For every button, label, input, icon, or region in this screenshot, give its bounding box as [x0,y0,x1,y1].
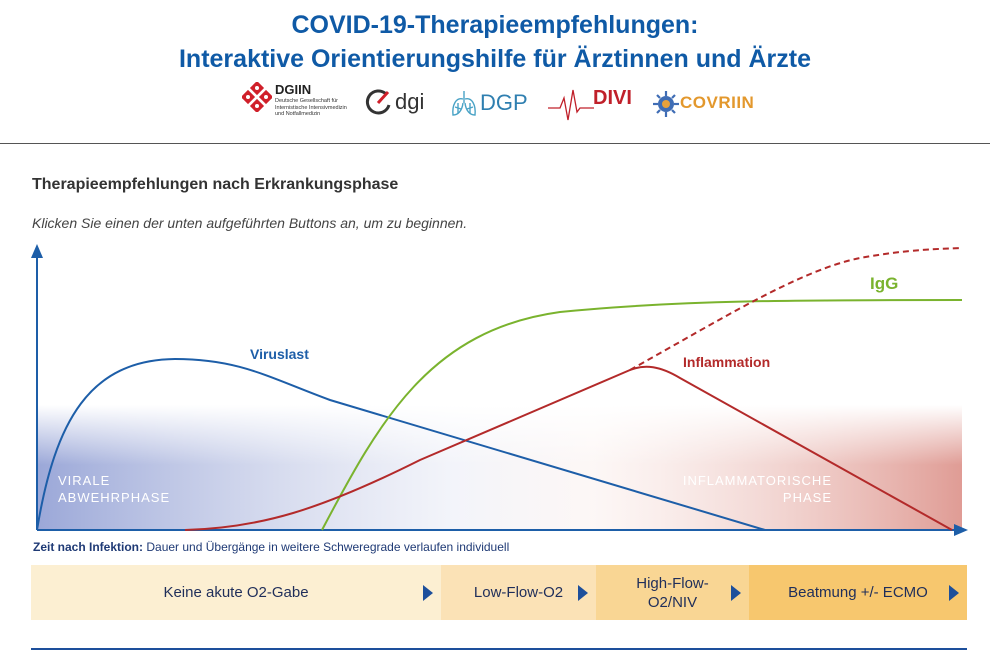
covriin-logo: COVRIIN [652,82,772,128]
virus-icon [653,91,679,117]
chevron-right-icon [423,585,433,601]
dgp-logo: DGP [450,82,545,128]
phase-button-no-o2[interactable]: Keine akute O2-Gabe [31,565,441,620]
dgp-logo-text: DGP [480,90,528,115]
phase-button-low-flow[interactable]: Low-Flow-O2 [441,565,596,620]
y-axis-arrow [31,244,43,258]
partner-logos: DGIIN Deutsche Gesellschaft für Internis… [238,82,778,128]
x-axis-caption-bold: Zeit nach Infektion: [33,540,144,554]
dgiin-subtitle: Deutsche Gesellschaft für Internistische… [275,98,347,118]
dgiin-subtitle-line: Internistische Intensivmedizin [275,104,347,111]
series-viruslast [36,357,766,531]
phase-button-label: High-Flow- O2/NIV [636,574,709,612]
divi-logo-text: DIVI [593,87,632,109]
page-title-line2: Interaktive Orientierungshilfe für Ärzti… [178,45,812,73]
chevron-right-icon [949,585,959,601]
dgi-logo: dgi [363,82,438,128]
covriin-logo-text: COVRIIN [680,93,755,112]
phase-button-high-flow[interactable]: High-Flow- O2/NIV [596,565,749,620]
heartbeat-icon [548,89,594,121]
dgiin-logo-text: DGIIN [275,82,312,97]
phase-chart: Viruslast IgG Inflammation VIRALE ABWEHR… [31,244,968,536]
divi-logo: DIVI [548,82,648,128]
page-title-line1: COVID-19-Therapieempfehlungen: [291,11,699,39]
label-viral-phase-line2: ABWEHRPHASE [58,490,170,505]
label-igg: IgG [870,274,898,293]
dgi-logo-text: dgi [395,89,425,114]
lungs-icon [452,91,476,116]
dgiin-emblem-icon [242,82,272,112]
label-viral-phase-line1: VIRALE [58,473,110,488]
series-inflammation [184,365,953,531]
label-inflammation: Inflammation [683,354,770,370]
phase-buttons: Keine akute O2-Gabe Low-Flow-O2 High-Flo… [31,565,967,620]
header-divider [0,143,990,144]
footer-divider [31,648,967,650]
dgiin-subtitle-line: und Notfallmedizin [275,111,321,117]
label-inflam-phase-line2: PHASE [783,490,832,505]
chevron-right-icon [578,585,588,601]
phase-background-fade [37,405,962,465]
phase-button-label-line2: O2/NIV [647,593,698,611]
phase-button-label-line1: High-Flow- [636,574,709,592]
phase-button-ventilation[interactable]: Beatmung +/- ECMO [749,565,967,620]
x-axis-arrow [954,524,968,536]
dgi-emblem-icon [365,89,391,115]
series-igg [321,299,963,531]
section-heading: Therapieempfehlungen nach Erkrankungspha… [32,176,399,193]
instruction-text: Klicken Sie einen der unten aufgeführten… [32,215,468,231]
dgiin-logo: DGIIN Deutsche Gesellschaft für Internis… [242,82,362,128]
phase-button-label: Low-Flow-O2 [473,584,564,601]
phase-button-label: Keine akute O2-Gabe [163,584,309,601]
dgiin-subtitle-line: Deutsche Gesellschaft für [275,98,338,104]
x-axis-caption-rest: Dauer und Übergänge in weitere Schweregr… [143,540,510,554]
phase-button-label: Beatmung +/- ECMO [788,584,928,601]
chevron-right-icon [731,585,741,601]
series-inflammation-projection [629,247,963,371]
x-axis-caption: Zeit nach Infektion: Dauer und Übergänge… [33,540,509,554]
label-inflam-phase-line1: INFLAMMATORISCHE [683,473,832,488]
label-viruslast: Viruslast [250,346,309,362]
